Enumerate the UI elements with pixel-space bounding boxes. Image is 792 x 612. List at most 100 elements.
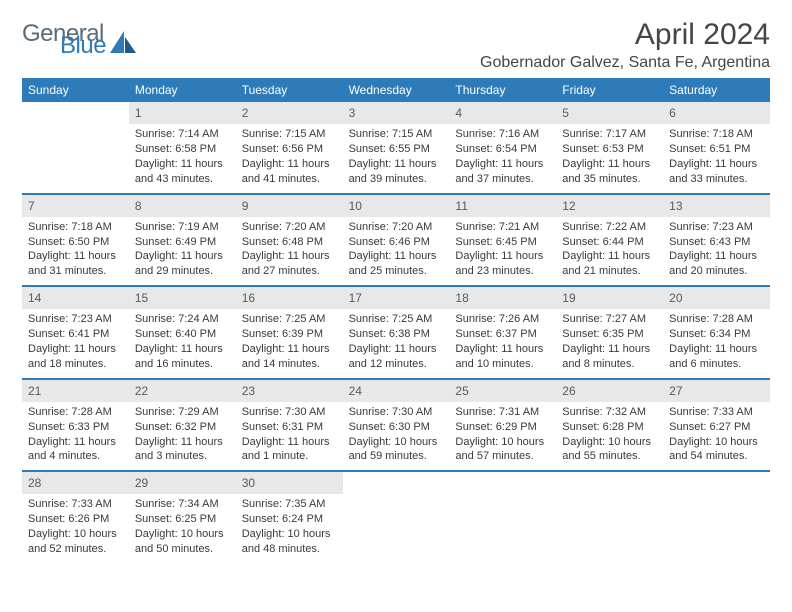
sunset-text: Sunset: 6:34 PM	[669, 327, 764, 342]
day-cell	[663, 472, 770, 563]
week-row: 21 Sunrise: 7:28 AMSunset: 6:33 PM Dayligh…	[22, 380, 770, 473]
sunrise-text: Sunrise: 7:22 AM	[562, 220, 657, 235]
daylight-text: Daylight: 10 hours and 55 minutes.	[562, 435, 657, 465]
weekday-header-row: SundayMondayTuesdayWednesdayThursdayFrid…	[22, 78, 770, 102]
day-number: 17	[343, 287, 450, 309]
sunset-text: Sunset: 6:35 PM	[562, 327, 657, 342]
daylight-text: Daylight: 11 hours and 20 minutes.	[669, 249, 764, 279]
page-title: April 2024	[480, 18, 770, 52]
weekday-header: Wednesday	[343, 78, 450, 102]
sunset-text: Sunset: 6:26 PM	[28, 512, 123, 527]
day-cell: 21Sunrise: 7:28 AMSunset: 6:33 PMDayligh…	[22, 380, 129, 471]
day-cell: 19Sunrise: 7:27 AMSunset: 6:35 PMDayligh…	[556, 287, 663, 378]
day-number: 28	[22, 472, 129, 494]
daylight-text: Daylight: 10 hours and 48 minutes.	[242, 527, 337, 557]
sunset-text: Sunset: 6:55 PM	[349, 142, 444, 157]
day-cell: 26Sunrise: 7:32 AMSunset: 6:28 PMDayligh…	[556, 380, 663, 471]
sunset-text: Sunset: 6:38 PM	[349, 327, 444, 342]
day-number: 6	[663, 102, 770, 124]
sunset-text: Sunset: 6:37 PM	[455, 327, 550, 342]
daylight-text: Daylight: 11 hours and 43 minutes.	[135, 157, 230, 187]
sunrise-text: Sunrise: 7:25 AM	[349, 312, 444, 327]
sunset-text: Sunset: 6:40 PM	[135, 327, 230, 342]
daylight-text: Daylight: 11 hours and 31 minutes.	[28, 249, 123, 279]
sunset-text: Sunset: 6:28 PM	[562, 420, 657, 435]
day-number: 26	[556, 380, 663, 402]
day-number: 23	[236, 380, 343, 402]
day-body: Sunrise: 7:18 AMSunset: 6:51 PMDaylight:…	[663, 124, 770, 192]
sunset-text: Sunset: 6:44 PM	[562, 235, 657, 250]
day-body: Sunrise: 7:17 AMSunset: 6:53 PMDaylight:…	[556, 124, 663, 192]
day-body: Sunrise: 7:27 AMSunset: 6:35 PMDaylight:…	[556, 309, 663, 377]
day-cell: 1Sunrise: 7:14 AMSunset: 6:58 PMDaylight…	[129, 102, 236, 193]
day-cell: 13Sunrise: 7:23 AMSunset: 6:43 PMDayligh…	[663, 195, 770, 286]
week-row: 1Sunrise: 7:14 AMSunset: 6:58 PMDaylight…	[22, 102, 770, 195]
sunrise-text: Sunrise: 7:24 AM	[135, 312, 230, 327]
sunset-text: Sunset: 6:39 PM	[242, 327, 337, 342]
day-cell: 7Sunrise: 7:18 AMSunset: 6:50 PMDaylight…	[22, 195, 129, 286]
day-number: 18	[449, 287, 556, 309]
daylight-text: Daylight: 11 hours and 10 minutes.	[455, 342, 550, 372]
day-number: 8	[129, 195, 236, 217]
day-body: Sunrise: 7:34 AMSunset: 6:25 PMDaylight:…	[129, 494, 236, 562]
sunset-text: Sunset: 6:45 PM	[455, 235, 550, 250]
day-number: 2	[236, 102, 343, 124]
calendar: SundayMondayTuesdayWednesdayThursdayFrid…	[22, 78, 770, 563]
sunrise-text: Sunrise: 7:18 AM	[669, 127, 764, 142]
sunset-text: Sunset: 6:46 PM	[349, 235, 444, 250]
day-number: 30	[236, 472, 343, 494]
day-cell: 12Sunrise: 7:22 AMSunset: 6:44 PMDayligh…	[556, 195, 663, 286]
day-cell: 30Sunrise: 7:35 AMSunset: 6:24 PMDayligh…	[236, 472, 343, 563]
sunrise-text: Sunrise: 7:28 AM	[28, 405, 123, 420]
day-body: Sunrise: 7:35 AMSunset: 6:24 PMDaylight:…	[236, 494, 343, 562]
sunrise-text: Sunrise: 7:23 AM	[669, 220, 764, 235]
week-row: 14Sunrise: 7:23 AMSunset: 6:41 PMDayligh…	[22, 287, 770, 380]
header: General Blue April 2024 Gobernador Galve…	[22, 18, 770, 72]
daylight-text: Daylight: 11 hours and 23 minutes.	[455, 249, 550, 279]
sunrise-text: Sunrise: 7:15 AM	[242, 127, 337, 142]
day-cell	[343, 472, 450, 563]
sunrise-text: Sunrise: 7:31 AM	[455, 405, 550, 420]
sunset-text: Sunset: 6:33 PM	[28, 420, 123, 435]
sunrise-text: Sunrise: 7:21 AM	[455, 220, 550, 235]
weekday-header: Saturday	[663, 78, 770, 102]
day-body: Sunrise: 7:20 AMSunset: 6:48 PMDaylight:…	[236, 217, 343, 285]
daylight-text: Daylight: 11 hours and 1 minute.	[242, 435, 337, 465]
day-cell: 18Sunrise: 7:26 AMSunset: 6:37 PMDayligh…	[449, 287, 556, 378]
day-cell: 17Sunrise: 7:25 AMSunset: 6:38 PMDayligh…	[343, 287, 450, 378]
day-number: 9	[236, 195, 343, 217]
sunrise-text: Sunrise: 7:27 AM	[562, 312, 657, 327]
daylight-text: Daylight: 11 hours and 14 minutes.	[242, 342, 337, 372]
sunrise-text: Sunrise: 7:33 AM	[28, 497, 123, 512]
day-number: 5	[556, 102, 663, 124]
day-number: 3	[343, 102, 450, 124]
day-body: Sunrise: 7:18 AMSunset: 6:50 PMDaylight:…	[22, 217, 129, 285]
day-number: 20	[663, 287, 770, 309]
sunrise-text: Sunrise: 7:23 AM	[28, 312, 123, 327]
sunrise-text: Sunrise: 7:30 AM	[349, 405, 444, 420]
day-cell: 15Sunrise: 7:24 AMSunset: 6:40 PMDayligh…	[129, 287, 236, 378]
sunrise-text: Sunrise: 7:25 AM	[242, 312, 337, 327]
daylight-text: Daylight: 11 hours and 16 minutes.	[135, 342, 230, 372]
day-number: 16	[236, 287, 343, 309]
sunrise-text: Sunrise: 7:29 AM	[135, 405, 230, 420]
sunrise-text: Sunrise: 7:33 AM	[669, 405, 764, 420]
day-body: Sunrise: 7:24 AMSunset: 6:40 PMDaylight:…	[129, 309, 236, 377]
sunrise-text: Sunrise: 7:34 AM	[135, 497, 230, 512]
daylight-text: Daylight: 10 hours and 59 minutes.	[349, 435, 444, 465]
day-body: Sunrise: 7:33 AMSunset: 6:26 PMDaylight:…	[22, 494, 129, 562]
day-number: 7	[22, 195, 129, 217]
weeks-container: 1Sunrise: 7:14 AMSunset: 6:58 PMDaylight…	[22, 102, 770, 563]
day-cell: 27Sunrise: 7:33 AMSunset: 6:27 PMDayligh…	[663, 380, 770, 471]
day-cell	[556, 472, 663, 563]
sunset-text: Sunset: 6:49 PM	[135, 235, 230, 250]
day-cell: 22Sunrise: 7:29 AMSunset: 6:32 PMDayligh…	[129, 380, 236, 471]
sunrise-text: Sunrise: 7:35 AM	[242, 497, 337, 512]
sunrise-text: Sunrise: 7:19 AM	[135, 220, 230, 235]
day-number: 11	[449, 195, 556, 217]
day-number: 21	[22, 380, 129, 402]
sunrise-text: Sunrise: 7:17 AM	[562, 127, 657, 142]
sunrise-text: Sunrise: 7:20 AM	[242, 220, 337, 235]
daylight-text: Daylight: 11 hours and 8 minutes.	[562, 342, 657, 372]
day-body: Sunrise: 7:28 AMSunset: 6:34 PMDaylight:…	[663, 309, 770, 377]
